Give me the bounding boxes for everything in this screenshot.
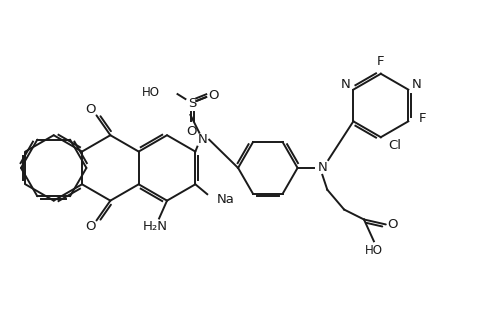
Text: HO: HO <box>365 244 383 257</box>
Text: N: N <box>198 133 207 146</box>
Text: N: N <box>341 78 350 91</box>
Text: N: N <box>317 161 327 174</box>
Text: O: O <box>186 125 197 138</box>
Text: N: N <box>411 78 421 91</box>
Text: S: S <box>188 98 197 110</box>
Text: HO: HO <box>142 85 160 99</box>
Text: Na: Na <box>217 193 235 206</box>
Text: O: O <box>85 220 96 233</box>
Text: H₂N: H₂N <box>143 220 168 233</box>
Text: O: O <box>388 218 398 231</box>
Text: F: F <box>418 112 426 125</box>
Text: F: F <box>377 55 385 68</box>
Text: O: O <box>208 89 218 101</box>
Text: Cl: Cl <box>388 139 401 152</box>
Text: O: O <box>85 103 96 116</box>
